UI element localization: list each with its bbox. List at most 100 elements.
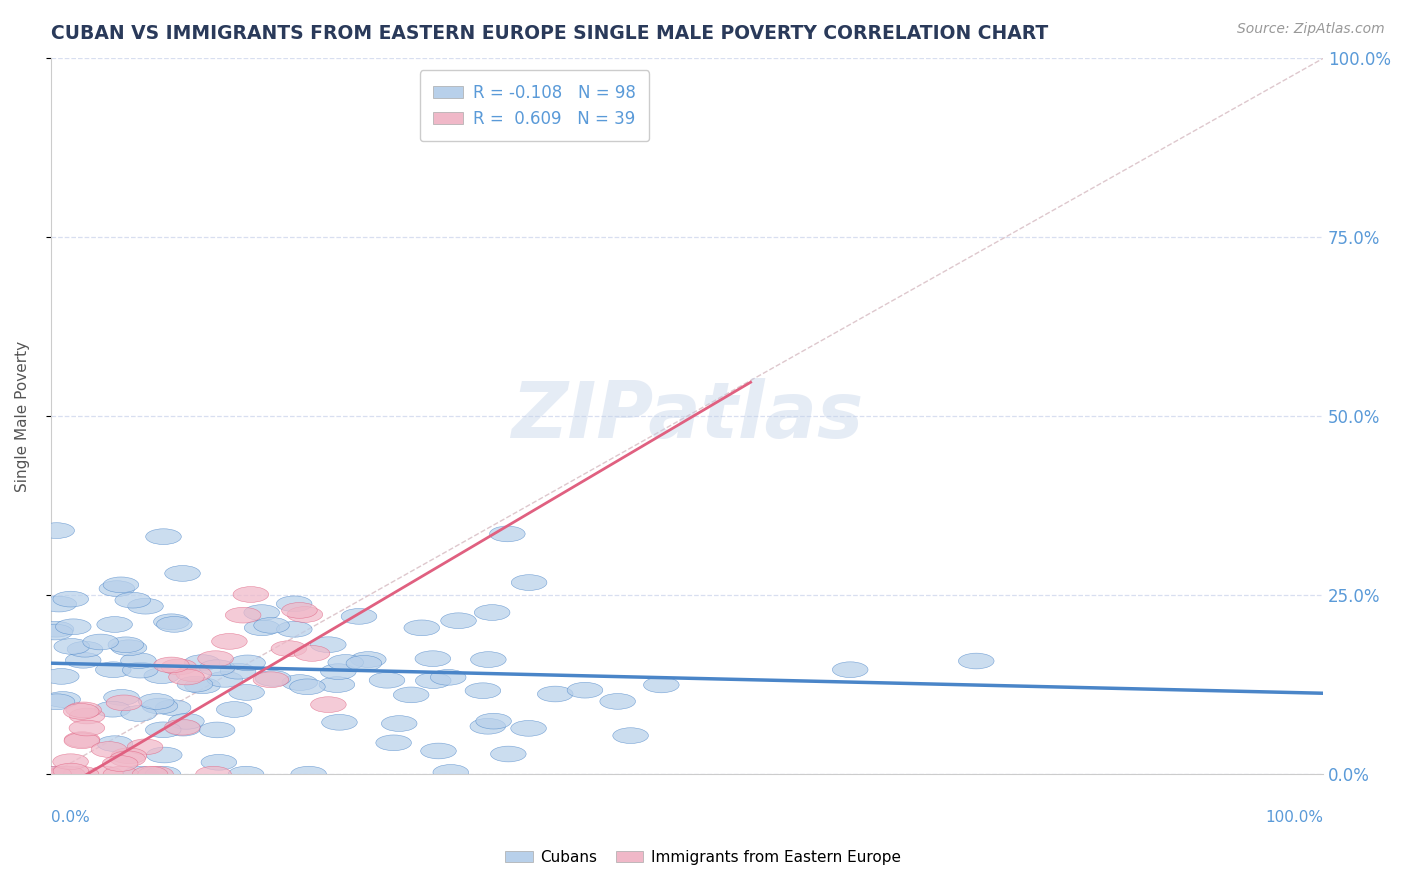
Ellipse shape	[142, 698, 177, 714]
Ellipse shape	[37, 624, 73, 640]
Ellipse shape	[49, 766, 84, 782]
Ellipse shape	[53, 639, 90, 655]
Ellipse shape	[311, 637, 346, 653]
Ellipse shape	[465, 683, 501, 698]
Ellipse shape	[66, 652, 101, 668]
Ellipse shape	[510, 721, 547, 736]
Ellipse shape	[346, 656, 381, 671]
Ellipse shape	[184, 678, 221, 694]
Ellipse shape	[121, 706, 156, 722]
Ellipse shape	[229, 655, 266, 671]
Ellipse shape	[121, 653, 156, 668]
Ellipse shape	[98, 581, 135, 597]
Ellipse shape	[45, 691, 80, 707]
Ellipse shape	[381, 715, 418, 731]
Ellipse shape	[195, 766, 232, 782]
Ellipse shape	[287, 607, 323, 623]
Ellipse shape	[41, 596, 77, 612]
Ellipse shape	[165, 720, 201, 736]
Ellipse shape	[169, 714, 204, 729]
Ellipse shape	[311, 697, 346, 713]
Ellipse shape	[138, 694, 174, 709]
Ellipse shape	[107, 695, 142, 711]
Ellipse shape	[65, 733, 100, 748]
Text: ZIPatlas: ZIPatlas	[510, 378, 863, 454]
Ellipse shape	[53, 591, 89, 607]
Ellipse shape	[108, 637, 143, 653]
Ellipse shape	[177, 676, 212, 692]
Ellipse shape	[153, 614, 190, 630]
Ellipse shape	[394, 687, 429, 703]
Ellipse shape	[319, 677, 354, 692]
Ellipse shape	[169, 669, 204, 685]
Ellipse shape	[94, 701, 131, 717]
Ellipse shape	[165, 566, 200, 582]
Ellipse shape	[207, 672, 243, 687]
Ellipse shape	[221, 664, 256, 679]
Ellipse shape	[145, 722, 181, 738]
Text: 0.0%: 0.0%	[51, 810, 90, 825]
Ellipse shape	[143, 668, 180, 683]
Ellipse shape	[63, 766, 98, 782]
Ellipse shape	[127, 739, 163, 755]
Ellipse shape	[474, 605, 510, 621]
Ellipse shape	[111, 640, 146, 656]
Ellipse shape	[281, 602, 318, 618]
Legend: R = -0.108   N = 98, R =  0.609   N = 39: R = -0.108 N = 98, R = 0.609 N = 39	[419, 70, 650, 141]
Ellipse shape	[243, 605, 280, 621]
Ellipse shape	[283, 674, 318, 690]
Ellipse shape	[110, 751, 145, 767]
Ellipse shape	[370, 673, 405, 688]
Ellipse shape	[103, 756, 138, 772]
Ellipse shape	[217, 702, 252, 717]
Ellipse shape	[111, 747, 146, 764]
Ellipse shape	[342, 608, 377, 624]
Ellipse shape	[415, 651, 451, 666]
Ellipse shape	[201, 755, 236, 770]
Ellipse shape	[512, 574, 547, 591]
Ellipse shape	[404, 620, 440, 636]
Ellipse shape	[233, 587, 269, 602]
Ellipse shape	[350, 652, 387, 667]
Ellipse shape	[69, 708, 105, 724]
Ellipse shape	[176, 666, 211, 681]
Ellipse shape	[146, 747, 183, 763]
Ellipse shape	[256, 671, 291, 686]
Ellipse shape	[420, 743, 457, 759]
Ellipse shape	[46, 766, 82, 782]
Ellipse shape	[66, 702, 101, 718]
Ellipse shape	[644, 677, 679, 693]
Ellipse shape	[39, 766, 75, 782]
Ellipse shape	[253, 672, 288, 688]
Ellipse shape	[48, 766, 84, 782]
Text: CUBAN VS IMMIGRANTS FROM EASTERN EUROPE SINGLE MALE POVERTY CORRELATION CHART: CUBAN VS IMMIGRANTS FROM EASTERN EUROPE …	[51, 24, 1047, 43]
Ellipse shape	[138, 766, 173, 782]
Ellipse shape	[491, 746, 526, 762]
Ellipse shape	[198, 651, 233, 666]
Ellipse shape	[537, 686, 574, 702]
Legend: Cubans, Immigrants from Eastern Europe: Cubans, Immigrants from Eastern Europe	[499, 844, 907, 871]
Ellipse shape	[415, 673, 451, 689]
Ellipse shape	[475, 714, 512, 729]
Ellipse shape	[200, 722, 235, 738]
Ellipse shape	[433, 764, 468, 780]
Ellipse shape	[155, 700, 191, 715]
Ellipse shape	[470, 718, 506, 734]
Ellipse shape	[271, 640, 307, 657]
Ellipse shape	[53, 764, 89, 779]
Ellipse shape	[600, 693, 636, 709]
Ellipse shape	[471, 652, 506, 667]
Ellipse shape	[146, 529, 181, 544]
Ellipse shape	[430, 670, 465, 685]
Ellipse shape	[87, 766, 124, 782]
Ellipse shape	[67, 641, 103, 657]
Ellipse shape	[44, 668, 79, 684]
Ellipse shape	[103, 766, 139, 782]
Ellipse shape	[184, 655, 219, 671]
Ellipse shape	[83, 634, 118, 650]
Ellipse shape	[65, 731, 100, 747]
Ellipse shape	[103, 577, 139, 592]
Ellipse shape	[122, 766, 159, 782]
Ellipse shape	[115, 592, 150, 608]
Ellipse shape	[97, 616, 132, 632]
